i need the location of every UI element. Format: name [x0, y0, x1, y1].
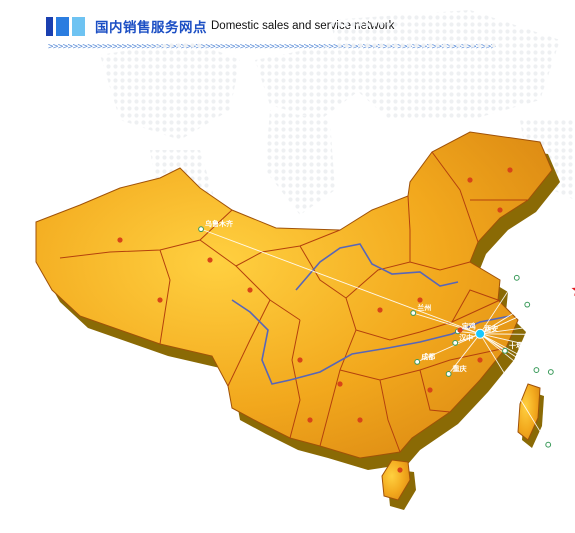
city-marker-16: [545, 441, 552, 448]
page-title-cn: 国内销售服务网点: [95, 20, 207, 36]
city-label-5: 兰州: [417, 303, 431, 312]
network-line-5: [413, 312, 481, 335]
header-square-dark-icon: [46, 16, 53, 36]
city-marker-2: [524, 301, 531, 308]
rivers: [231, 243, 511, 385]
city-label-9: 十堰: [509, 341, 523, 350]
city-marker-0: [198, 226, 204, 233]
network-line-10: [479, 333, 537, 371]
network-line-0: [200, 228, 481, 335]
network-line-16: [479, 333, 549, 445]
china-landmass: [35, 131, 553, 501]
city-marker-10: [533, 367, 540, 373]
network-line-11: [479, 333, 552, 373]
capital-star-shape: [569, 287, 575, 298]
network-line-capital: [479, 291, 575, 335]
network-line-14: [417, 333, 481, 363]
city-label-6: 宝鸡: [462, 321, 476, 330]
city-marker-8: [452, 340, 459, 346]
city-marker-7: [475, 328, 486, 339]
city-label-2: 太原: [531, 295, 545, 304]
city-marker-9: [502, 347, 508, 354]
network-line-15: [479, 333, 575, 411]
city-label-13: 重庆: [453, 364, 467, 373]
network-lines: [200, 228, 575, 445]
city-label-7: 西安: [484, 324, 498, 333]
network-line-2: [479, 304, 528, 335]
header-square-mid-icon: [56, 16, 69, 36]
network-line-13: [448, 333, 481, 375]
city-label-14: 成都: [421, 352, 435, 361]
city-marker-5: [410, 310, 417, 316]
city-label-11: 武汉: [555, 362, 570, 371]
district-dots: [117, 167, 513, 473]
network-line-1: [479, 277, 518, 335]
city-label-1: 呼和浩特: [521, 268, 549, 277]
city-label-10: 天门: [540, 360, 554, 369]
city-marker-14: [414, 358, 421, 365]
city-label-8: 汉中: [459, 333, 473, 342]
capital-star-icon: [569, 287, 575, 298]
city-markers: 乌鲁木齐呼和浩特太原济南临沂兰州宝鸡西安汉中十堰天门武汉无锡重庆成都厦门深圳: [198, 219, 570, 448]
header-divider: >>>>>>>>>>>>>>>>>>>>>>>>>>>>>>>>>>>>>>>>…: [48, 42, 496, 52]
province-borders: [59, 151, 528, 453]
city-marker-13: [445, 371, 452, 377]
city-marker-11: [547, 369, 554, 375]
city-marker-1: [513, 274, 520, 281]
network-line-4: [480, 333, 575, 336]
city-label-16: 深圳: [552, 435, 566, 444]
header-square-light-icon: [72, 16, 85, 36]
city-label-0: 乌鲁木齐: [205, 219, 234, 228]
network-line-3: [480, 320, 575, 335]
network-line-12: [479, 333, 575, 357]
